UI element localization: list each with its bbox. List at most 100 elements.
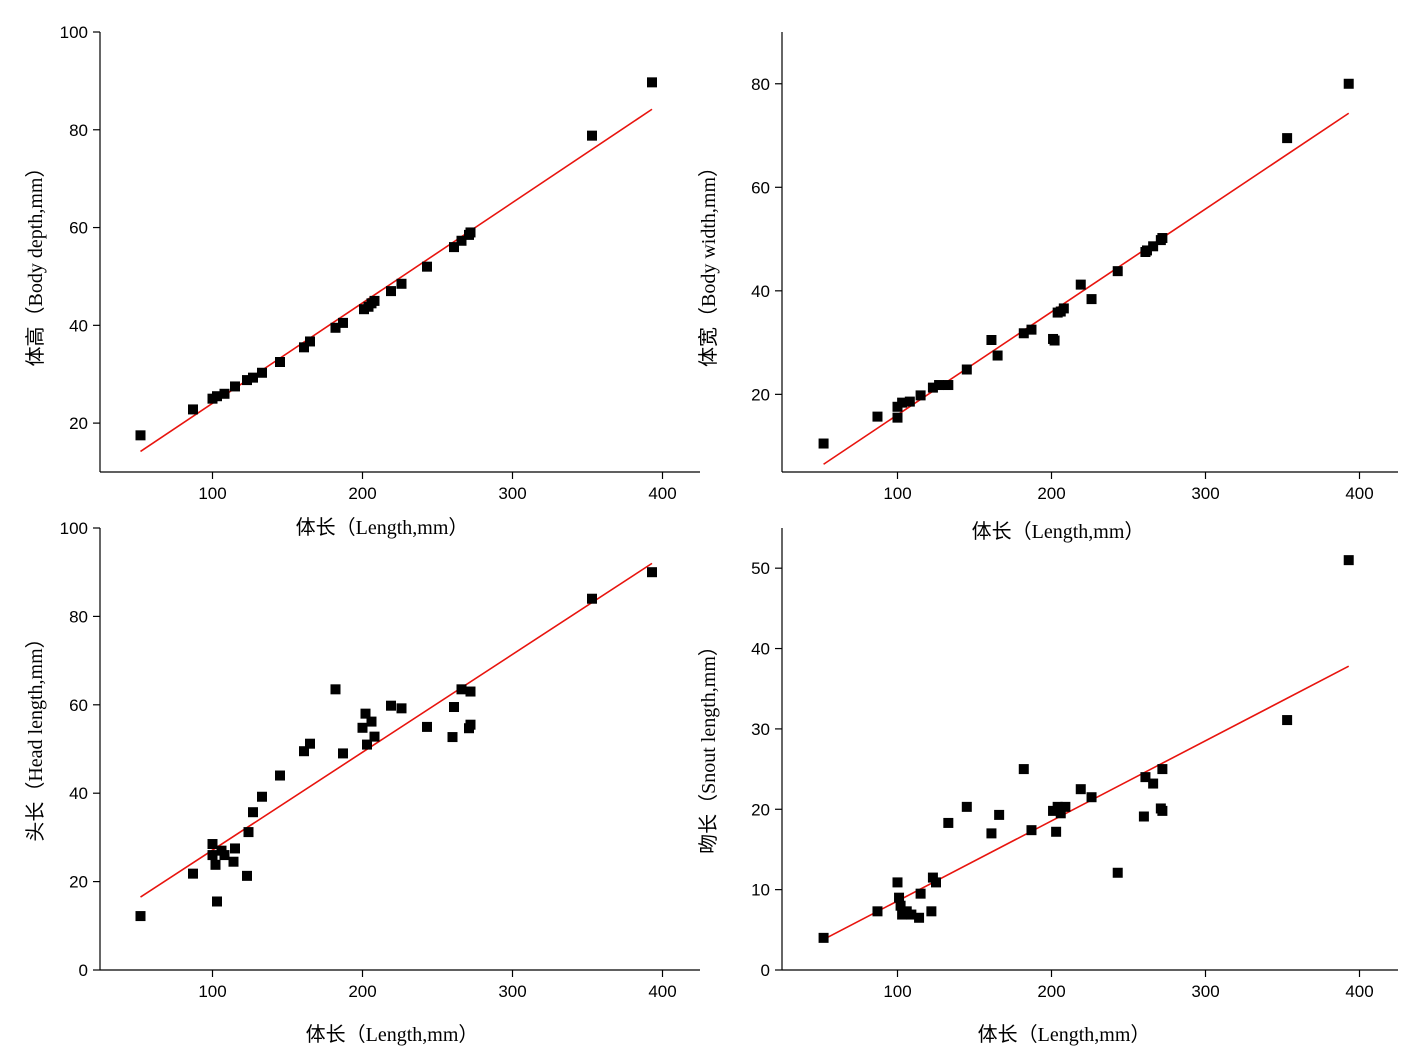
x-tick-label: 200 — [1037, 484, 1065, 503]
data-point — [188, 404, 198, 415]
y-tick-label: 20 — [751, 800, 770, 819]
data-point — [1282, 133, 1293, 144]
x-tick-label: 100 — [883, 982, 911, 1001]
data-point — [330, 322, 341, 333]
panel-head-length: 100 200 300 400 0 20 40 60 80 100 体长（Length,mm） 头… — [24, 519, 700, 1046]
data-point — [210, 859, 221, 870]
y-tick-label: 80 — [69, 607, 88, 626]
y-tick-label: 0 — [761, 961, 770, 980]
data-point — [386, 286, 396, 297]
x-axis-title: 体长（Length,mm） — [972, 520, 1145, 543]
data-point — [1148, 241, 1159, 252]
panel-snout-length: 100 200 300 400 0 10 20 30 40 50 体长（Length,mm） 吻长… — [697, 528, 1398, 1046]
data-point — [927, 382, 938, 393]
y-tick-label: 50 — [751, 559, 770, 578]
y-tick-label: 20 — [751, 385, 770, 404]
y-tick-label: 40 — [751, 640, 770, 659]
data-point — [1051, 826, 1062, 837]
y-tick-label: 60 — [69, 696, 88, 715]
data-point — [465, 686, 476, 697]
data-point — [934, 380, 945, 391]
data-point — [1055, 808, 1066, 819]
data-point — [386, 700, 396, 711]
x-tick-label: 100 — [198, 484, 226, 503]
points-group — [818, 555, 1354, 943]
data-point — [894, 892, 905, 903]
data-point — [915, 888, 926, 899]
data-point — [248, 372, 258, 383]
data-point — [305, 336, 315, 347]
data-point — [188, 868, 198, 879]
data-point — [1086, 792, 1097, 803]
fit-line-group — [823, 665, 1350, 941]
data-point — [366, 716, 377, 727]
y-tick-label: 20 — [69, 414, 88, 433]
data-point — [872, 906, 883, 917]
data-point — [212, 391, 222, 402]
data-point — [1157, 764, 1168, 775]
x-tick-label: 400 — [1345, 484, 1373, 503]
data-point — [330, 684, 341, 695]
data-point — [422, 261, 432, 272]
y-tick-label: 30 — [751, 720, 770, 739]
panel-body-width: 100 200 300 400 20 40 60 80 体长（Length,mm） 体宽（Bo… — [697, 32, 1398, 543]
points-group — [135, 567, 657, 922]
data-point — [1049, 335, 1060, 346]
data-point — [257, 791, 267, 802]
data-point — [447, 732, 458, 743]
x-tick-label: 300 — [1191, 484, 1219, 503]
data-point — [1112, 867, 1123, 878]
y-axis-title: 头长（Head length,mm） — [24, 628, 47, 841]
data-point — [818, 438, 829, 449]
data-point — [257, 367, 267, 378]
data-point — [456, 235, 467, 246]
y-tick-label: 60 — [751, 178, 770, 197]
data-point — [369, 731, 380, 742]
regression-line — [823, 665, 1350, 941]
data-point — [1140, 772, 1151, 783]
x-tick-label: 400 — [648, 484, 676, 503]
data-point — [362, 739, 372, 750]
fit-line-group — [140, 562, 653, 898]
data-point — [248, 807, 258, 818]
data-point — [422, 721, 432, 732]
data-point — [465, 227, 476, 238]
data-point — [228, 856, 239, 867]
data-point — [135, 430, 146, 441]
data-point — [465, 719, 476, 730]
data-point — [299, 342, 309, 353]
data-point — [212, 896, 222, 907]
data-point — [456, 684, 467, 695]
y-tick-label: 40 — [69, 316, 88, 335]
y-axis-title: 体高（Body depth,mm） — [24, 158, 47, 367]
data-point — [135, 911, 146, 922]
data-point — [369, 295, 380, 306]
points-group — [135, 77, 657, 441]
y-tick-label: 80 — [69, 121, 88, 140]
x-tick-label: 300 — [498, 484, 526, 503]
y-axis-title: 体宽（Body width,mm） — [697, 157, 720, 367]
data-point — [1086, 294, 1097, 305]
data-point — [338, 317, 348, 328]
y-axis-title: 吻长（Snout length,mm） — [697, 636, 720, 854]
x-tick-label: 400 — [1345, 982, 1373, 1001]
x-axis-title: 体长（Length,mm） — [296, 516, 469, 539]
data-point — [242, 375, 252, 386]
y-tick-label: 100 — [60, 519, 88, 538]
x-tick-label: 200 — [348, 484, 376, 503]
data-point — [904, 396, 915, 407]
data-point — [1157, 233, 1168, 244]
data-point — [915, 390, 926, 401]
data-point — [1157, 805, 1168, 816]
data-point — [892, 877, 903, 888]
data-point — [1075, 279, 1086, 290]
data-point — [1018, 328, 1029, 339]
data-point — [897, 397, 908, 408]
data-point — [587, 593, 597, 604]
data-point — [818, 932, 829, 943]
y-tick-label: 80 — [751, 75, 770, 94]
data-point — [1026, 324, 1037, 335]
data-point — [275, 357, 285, 367]
data-point — [961, 364, 972, 375]
data-point — [587, 130, 597, 141]
